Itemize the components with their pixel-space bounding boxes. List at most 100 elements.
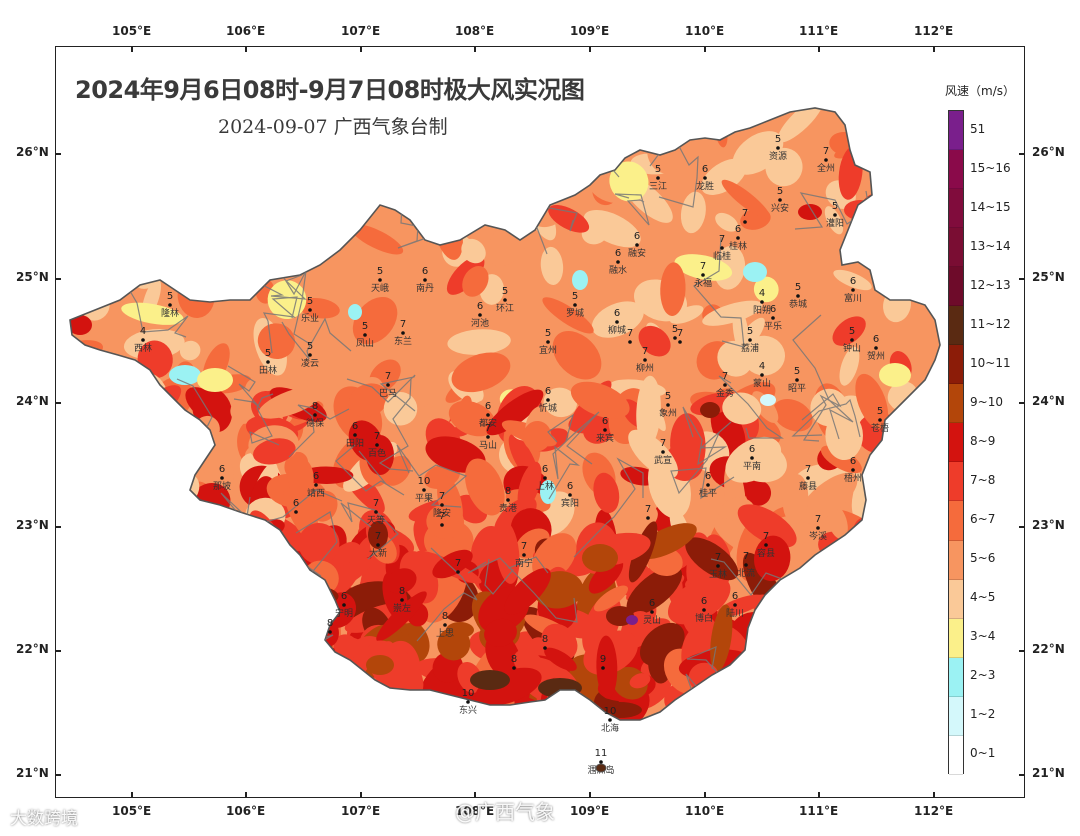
station-name: 西林 (134, 342, 152, 354)
wind-field-patch (541, 152, 574, 186)
station-name: 钟山 (843, 342, 861, 354)
station-value: 5 (795, 282, 801, 293)
station-value: 7 (805, 464, 811, 475)
station-name: 苍梧 (871, 422, 889, 434)
station-dot (376, 543, 380, 547)
lat-tick-label: 22°N (1032, 642, 1065, 656)
weather-station: 7 (627, 328, 633, 344)
lon-tick-mark (245, 46, 247, 52)
wind-field-patch (542, 297, 594, 334)
station-name: 全州 (817, 162, 835, 174)
station-value: 6 (649, 598, 655, 609)
weather-station: 7 百色 (368, 431, 386, 459)
station-value: 7 (722, 371, 728, 382)
station-name: 贺州 (867, 350, 885, 362)
wind-field-patch (366, 435, 394, 475)
weather-station: 9 (600, 654, 606, 670)
county-boundary (119, 273, 189, 338)
legend-swatch (949, 306, 963, 346)
station-value: 6 (352, 421, 358, 432)
wind-field-patch (350, 223, 404, 255)
county-boundary (94, 157, 182, 204)
station-dot (400, 598, 404, 602)
wind-field-patch (732, 131, 784, 175)
wind-field-patch (458, 180, 491, 227)
weather-station: 5 荔浦 (741, 326, 759, 354)
weather-station: 5 恭城 (789, 282, 807, 310)
station-dot (328, 630, 332, 634)
wind-field-patch (582, 544, 618, 572)
weather-station: 6 平南 (743, 444, 761, 472)
wind-field-patch (660, 262, 686, 317)
wind-field-patch (540, 246, 564, 286)
station-value: 7 (719, 234, 725, 245)
county-boundary (340, 502, 399, 560)
wind-field-patch (760, 394, 776, 406)
wind-field-patch (588, 558, 624, 594)
station-name: 田林 (259, 364, 277, 376)
station-value: 4 (140, 326, 146, 337)
station-dot (374, 510, 378, 514)
lon-tick-label: 112°E (914, 24, 954, 38)
lon-tick-mark (474, 792, 476, 798)
station-dot (616, 260, 620, 264)
wind-field-patch (419, 693, 443, 720)
wind-field-patch (131, 146, 155, 178)
legend-swatch (949, 267, 963, 307)
station-value: 5 (167, 291, 173, 302)
weather-station: 5 苍梧 (871, 406, 889, 434)
station-name: 东兰 (394, 335, 412, 347)
weather-station: 5 田林 (259, 348, 277, 376)
station-value: 7 (373, 498, 379, 509)
wind-field-patch (451, 352, 511, 393)
lat-tick-mark (55, 278, 61, 280)
weather-station: 6 龙胜 (696, 164, 714, 192)
station-name: 巴马 (379, 388, 397, 399)
station-name: 武宣 (654, 454, 672, 466)
station-dot (568, 493, 572, 497)
station-name: 平南 (743, 460, 761, 472)
station-name: 荔浦 (741, 342, 759, 354)
station-name: 东兴 (459, 704, 477, 716)
wind-field-patch (118, 162, 170, 192)
station-dot (748, 338, 752, 342)
lon-tick-label: 105°E (112, 24, 152, 38)
weather-station: 5 兴安 (771, 186, 789, 214)
lat-tick-mark (1019, 402, 1025, 404)
wind-field-patch (169, 183, 212, 228)
wind-field-patch (596, 635, 618, 699)
weather-station: 7 金秀 (716, 371, 734, 399)
station-value: 6 (850, 276, 856, 287)
legend-swatch (949, 618, 963, 658)
station-value: 7 (642, 346, 648, 357)
station-value: 4 (759, 288, 765, 299)
lon-tick-mark (704, 792, 706, 798)
wind-field-patch (202, 519, 238, 547)
weather-station: 7 (439, 511, 445, 527)
watermark-left: 大数跨境 (10, 809, 78, 829)
station-dot (635, 243, 639, 247)
station-dot (363, 333, 367, 337)
station-value: 6 (701, 596, 707, 607)
legend-swatch (949, 384, 963, 424)
lat-tick-label: 21°N (1032, 766, 1065, 780)
lon-tick-label: 106°E (226, 804, 266, 818)
county-boundary (70, 219, 84, 262)
wind-field-patch (123, 127, 149, 163)
lat-tick-mark (55, 526, 61, 528)
county-boundary (114, 213, 185, 244)
legend-swatch (949, 189, 963, 229)
county-boundary (799, 570, 860, 613)
station-value: 7 (743, 551, 749, 562)
station-dot (850, 338, 854, 342)
wind-field-patch (753, 276, 779, 303)
station-value: 7 (660, 438, 666, 449)
wind-field-patch (715, 212, 739, 232)
weather-station: 7 天等 (367, 498, 385, 526)
station-value: 8 (442, 611, 448, 622)
weather-station: 7 大新 (369, 531, 387, 559)
wind-field-patch (352, 296, 398, 345)
wind-field-patch (383, 391, 418, 426)
wind-field-patch (670, 413, 706, 477)
county-boundary (467, 557, 578, 623)
